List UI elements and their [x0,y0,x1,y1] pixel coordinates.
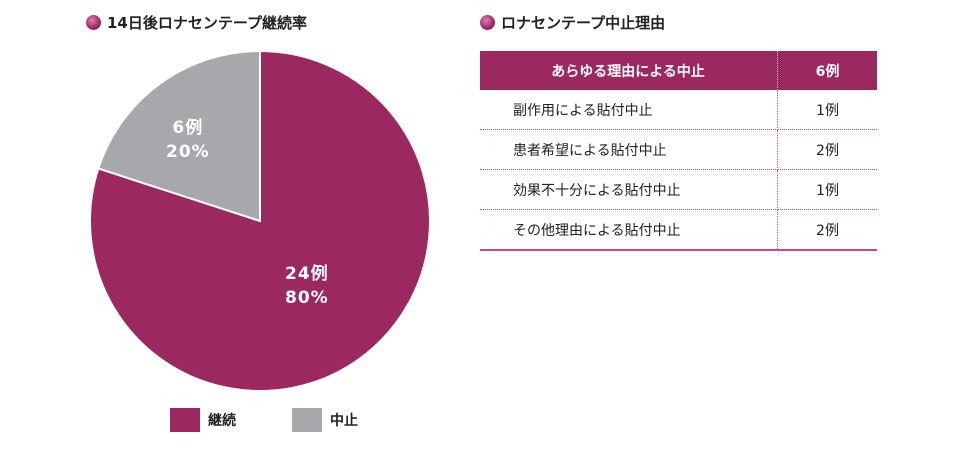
table-row: その他理由による貼付中止 2例 [480,209,877,251]
bullet-icon [86,15,101,30]
table-row: 患者希望による貼付中止 2例 [480,129,877,170]
slice-label-continued: 24例 80% [285,264,329,308]
chart-title: 14日後ロナセンテープ継続率 [86,12,307,33]
table-title: ロナセンテープ中止理由 [480,12,665,33]
reasons-table: あらゆる理由による中止 6例 副作用による貼付中止 1例 患者希望による貼付中止 2例… [480,51,877,251]
table-row: 副作用による貼付中止 1例 [480,90,877,130]
legend-swatch [292,408,322,432]
table-header: あらゆる理由による中止 6例 [480,51,877,90]
legend-item-continued: 継続 [170,408,236,432]
bullet-icon [480,15,495,30]
slice-label-stopped: 6例 20% [166,118,210,162]
pie-slice-continued [89,49,431,392]
legend-item-stopped: 中止 [292,408,358,432]
table-row: 効果不十分による貼付中止 1例 [480,169,877,210]
pie-slice-stopped [97,49,261,223]
legend-swatch [170,408,200,432]
